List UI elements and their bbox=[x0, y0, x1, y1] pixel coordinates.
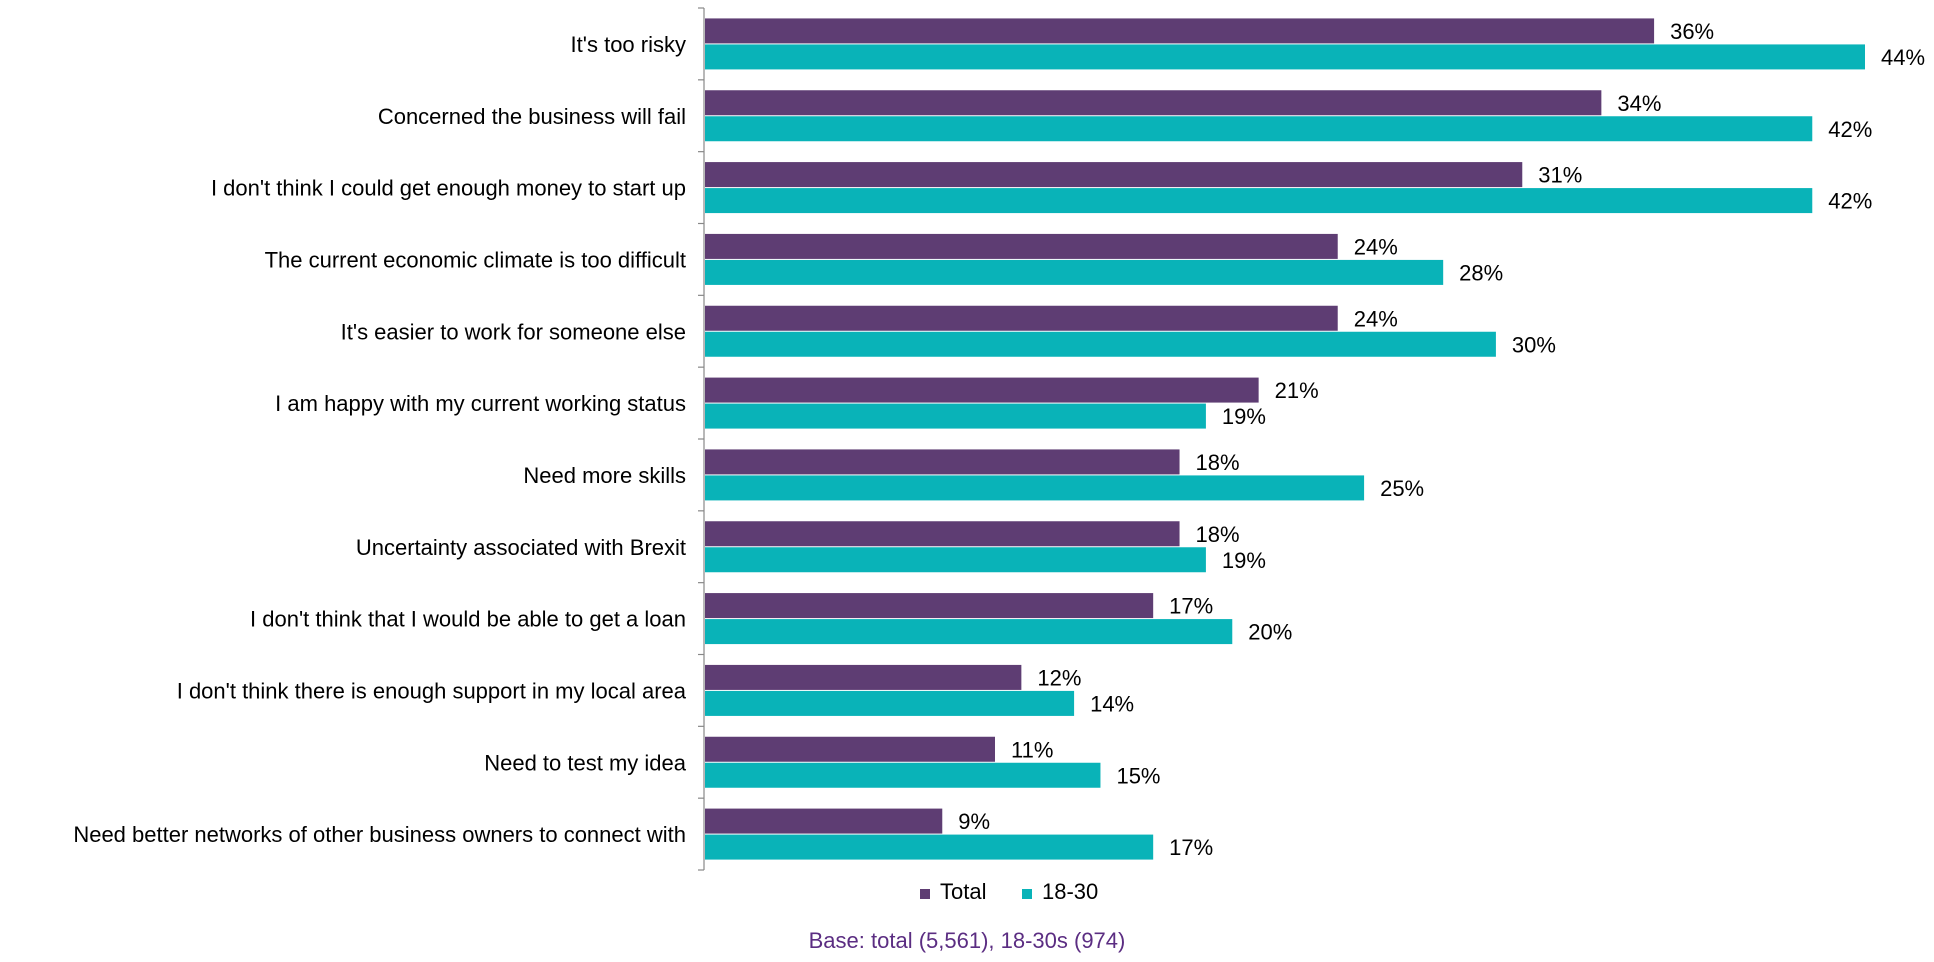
category-label: It's too risky bbox=[571, 32, 686, 57]
data-label-total: 18% bbox=[1196, 450, 1240, 475]
category-label: Need more skills bbox=[523, 463, 686, 488]
legend-swatch-total bbox=[920, 889, 930, 899]
bar-total bbox=[705, 664, 1022, 690]
bar-total bbox=[705, 521, 1180, 547]
data-label-total: 24% bbox=[1354, 306, 1398, 331]
data-label-18-30: 14% bbox=[1090, 691, 1134, 716]
data-label-total: 36% bbox=[1670, 19, 1714, 44]
category-label: Concerned the business will fail bbox=[378, 104, 686, 129]
bar-18-30 bbox=[705, 331, 1496, 357]
bar-total bbox=[705, 162, 1523, 188]
bar-18-30 bbox=[705, 834, 1154, 860]
bar-18-30 bbox=[705, 116, 1813, 142]
bar-18-30 bbox=[705, 619, 1233, 645]
data-label-total: 11% bbox=[1011, 737, 1053, 762]
data-label-18-30: 25% bbox=[1380, 476, 1424, 501]
data-label-total: 21% bbox=[1275, 378, 1319, 403]
data-label-total: 9% bbox=[958, 809, 990, 834]
data-label-18-30: 42% bbox=[1828, 189, 1872, 214]
data-label-total: 31% bbox=[1538, 163, 1582, 188]
bar-total bbox=[705, 808, 943, 834]
data-label-18-30: 19% bbox=[1222, 404, 1266, 429]
category-label: Uncertainty associated with Brexit bbox=[356, 535, 686, 560]
bar-18-30 bbox=[705, 762, 1101, 788]
base-footnote: Base: total (5,561), 18-30s (974) bbox=[808, 928, 1126, 953]
bar-total bbox=[705, 90, 1602, 116]
bar-total bbox=[705, 233, 1338, 259]
category-label: Need better networks of other business o… bbox=[73, 822, 686, 847]
category-label: It's easier to work for someone else bbox=[341, 319, 686, 344]
legend-label-18-30: 18-30 bbox=[1042, 879, 1098, 904]
bar-total bbox=[705, 18, 1655, 44]
bar-18-30 bbox=[705, 690, 1075, 716]
bar-total bbox=[705, 377, 1259, 403]
data-label-total: 17% bbox=[1169, 594, 1213, 619]
data-label-18-30: 42% bbox=[1828, 117, 1872, 142]
data-label-total: 12% bbox=[1037, 665, 1081, 690]
bar-18-30 bbox=[705, 547, 1206, 573]
category-label: I don't think that I would be able to ge… bbox=[250, 607, 686, 632]
category-label: I don't think I could get enough money t… bbox=[211, 176, 686, 201]
bar-18-30 bbox=[705, 475, 1365, 501]
bar-18-30 bbox=[705, 259, 1444, 285]
category-label: I don't think there is enough support in… bbox=[177, 678, 687, 703]
legend-label-total: Total bbox=[940, 879, 986, 904]
bar-total bbox=[705, 593, 1154, 619]
bar-total bbox=[705, 305, 1338, 331]
category-label: The current economic climate is too diff… bbox=[265, 247, 686, 272]
data-label-18-30: 28% bbox=[1459, 260, 1503, 285]
data-label-total: 18% bbox=[1196, 522, 1240, 547]
bar-18-30 bbox=[705, 44, 1865, 70]
legend-swatch-18-30 bbox=[1022, 889, 1032, 899]
bar-18-30 bbox=[705, 188, 1813, 214]
bar-18-30 bbox=[705, 403, 1206, 429]
data-label-18-30: 44% bbox=[1881, 45, 1925, 70]
data-label-18-30: 15% bbox=[1116, 763, 1160, 788]
data-label-18-30: 19% bbox=[1222, 548, 1266, 573]
category-label: I am happy with my current working statu… bbox=[275, 391, 686, 416]
data-label-total: 24% bbox=[1354, 234, 1398, 259]
data-label-18-30: 17% bbox=[1169, 835, 1213, 860]
data-label-18-30: 20% bbox=[1248, 620, 1292, 645]
bar-total bbox=[705, 449, 1180, 475]
data-label-18-30: 30% bbox=[1512, 332, 1556, 357]
data-label-total: 34% bbox=[1617, 91, 1661, 116]
category-label: Need to test my idea bbox=[484, 750, 687, 775]
bar-total bbox=[705, 736, 995, 762]
